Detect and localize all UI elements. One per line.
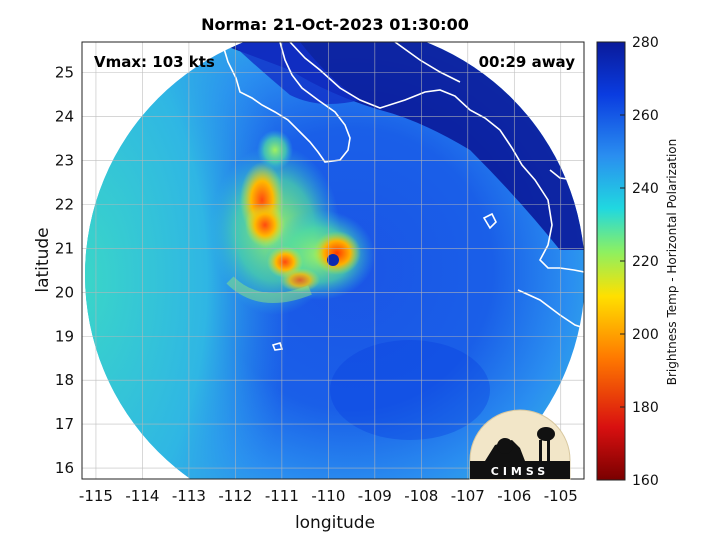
colorbar-tick-label: 240 — [632, 181, 659, 197]
y-tick-label: 25 — [55, 64, 74, 82]
x-tick-labels: -115 -114 -113 -112 -111 -110 -109 -108 -107 -106… — [79, 487, 578, 505]
cimss-logo: CIMSS — [469, 409, 571, 480]
x-axis-label: longitude — [295, 513, 375, 533]
colorbar-tick-label: 220 — [632, 254, 659, 270]
coastlines — [221, 42, 584, 351]
cimss-logo-text: CIMSS — [491, 465, 549, 478]
x-tick-label: -111 — [265, 487, 299, 505]
chart-title: Norma: 21-Oct-2023 01:30:00 — [201, 15, 469, 34]
colorbar-tick-label: 260 — [632, 108, 659, 124]
x-tick-label: -115 — [79, 487, 113, 505]
x-tick-label: -110 — [311, 487, 345, 505]
x-tick-label: -108 — [404, 487, 438, 505]
colorbar-tick-label: 180 — [632, 400, 659, 416]
x-tick-label: -112 — [218, 487, 252, 505]
x-tick-label: -105 — [544, 487, 578, 505]
y-axis-label: latitude — [33, 227, 53, 292]
y-tick-label: 18 — [55, 371, 74, 389]
x-tick-label: -113 — [172, 487, 206, 505]
satellite-image — [85, 42, 584, 479]
y-tick-label: 20 — [55, 283, 74, 301]
y-tick-labels: 16 17 18 19 20 21 22 23 24 25 — [55, 64, 74, 477]
y-tick-label: 24 — [55, 108, 74, 126]
y-tick-label: 17 — [55, 415, 74, 433]
colorbar-label: Brightness Temp - Horizontal Polarizatio… — [665, 139, 679, 386]
x-tick-label: -109 — [358, 487, 392, 505]
y-tick-label: 19 — [55, 327, 74, 345]
x-tick-label: -106 — [497, 487, 531, 505]
x-tick-label: -114 — [125, 487, 159, 505]
x-tick-label: -107 — [451, 487, 485, 505]
colorbar-tick-label: 160 — [632, 473, 659, 489]
colorbar-tick-label: 280 — [632, 35, 659, 51]
colorbar-ticks: 160 180 200 220 240 260 280 — [620, 35, 659, 489]
y-tick-label: 16 — [55, 459, 74, 477]
colorbar: 160 180 200 220 240 260 280 Brightness Temp - … — [596, 35, 679, 489]
grid — [82, 42, 584, 479]
plot-frame — [81, 41, 585, 480]
time-away-label: 00:29 away — [479, 53, 576, 71]
y-tick-label: 21 — [55, 239, 74, 257]
vmax-label: Vmax: 103 kts — [94, 53, 215, 71]
y-tick-label: 22 — [55, 196, 74, 214]
y-tick-label: 23 — [55, 152, 74, 170]
colorbar-tick-label: 200 — [632, 327, 659, 343]
